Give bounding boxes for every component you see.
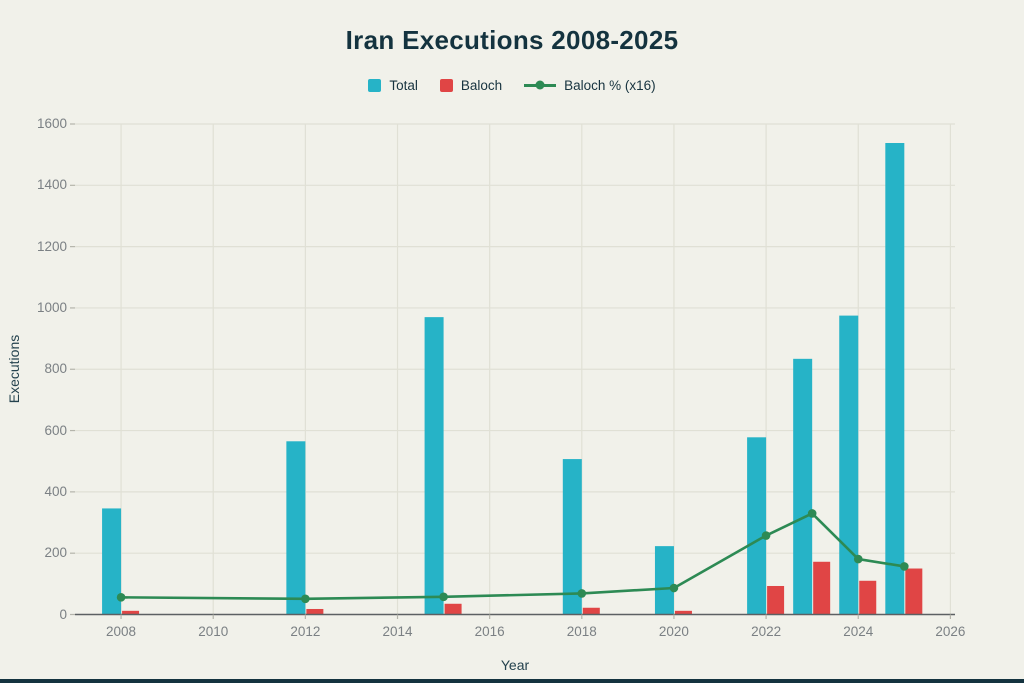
x-tick-label-2022: 2022 bbox=[751, 624, 782, 639]
bar-total-2020 bbox=[654, 546, 674, 615]
bar-baloch-2023 bbox=[813, 561, 831, 615]
chart-title: Iran Executions 2008-2025 bbox=[345, 25, 679, 55]
line-point-2022 bbox=[761, 531, 771, 540]
line-point-2023 bbox=[807, 509, 817, 518]
bar-total-2022 bbox=[747, 437, 767, 615]
y-tick-label-0: 0 bbox=[59, 606, 67, 622]
y-tick-label-400: 400 bbox=[44, 483, 67, 499]
bar-total-2018 bbox=[562, 459, 582, 615]
bar-baloch-2022 bbox=[767, 585, 785, 615]
line-point-2015 bbox=[439, 592, 448, 602]
bar-baloch-2008 bbox=[122, 610, 140, 615]
legend-swatch-icon bbox=[439, 78, 453, 92]
y-tick-label-1000: 1000 bbox=[36, 299, 67, 315]
chart-legend: Total Baloch Baloch % (x16) bbox=[0, 76, 1024, 94]
x-tick-label-2016: 2016 bbox=[474, 624, 505, 639]
x-tick-label-2014: 2014 bbox=[382, 624, 413, 639]
bottom-accent-bar bbox=[0, 679, 1024, 683]
x-tick-label-2026: 2026 bbox=[935, 624, 966, 639]
legend-line-dot-icon bbox=[535, 80, 545, 90]
bar-total-2012 bbox=[286, 441, 306, 615]
y-tick-label-200: 200 bbox=[44, 545, 67, 561]
bar-total-2008 bbox=[102, 508, 122, 615]
y-tick-label-1200: 1200 bbox=[36, 238, 67, 254]
y-tick-label-800: 800 bbox=[44, 361, 67, 377]
bar-baloch-2024 bbox=[859, 580, 877, 615]
legend-item-total: Total bbox=[368, 78, 418, 93]
x-tick-label-2010: 2010 bbox=[198, 624, 229, 639]
line-point-2012 bbox=[301, 594, 310, 604]
legend-label: Baloch bbox=[460, 77, 503, 93]
legend-swatch-icon bbox=[368, 78, 382, 92]
bar-total-2023 bbox=[793, 358, 813, 615]
legend-item-baloch-x16: Baloch % (x16) bbox=[524, 78, 656, 93]
y-tick-label-1400: 1400 bbox=[36, 177, 67, 193]
bar-baloch-2025 bbox=[905, 568, 923, 615]
line-point-2018 bbox=[577, 589, 587, 598]
line-point-2024 bbox=[853, 554, 863, 564]
legend-label: Baloch % (x16) bbox=[564, 77, 656, 93]
line-point-2025 bbox=[900, 562, 909, 571]
y-tick-label-1600: 1600 bbox=[36, 116, 67, 131]
bar-baloch-2015 bbox=[444, 603, 462, 615]
line-point-2020 bbox=[669, 583, 679, 593]
x-tick-label-2024: 2024 bbox=[843, 624, 874, 639]
x-tick-label-2018: 2018 bbox=[566, 624, 597, 639]
bar-baloch-2012 bbox=[306, 608, 324, 615]
bar-total-2025 bbox=[885, 143, 905, 615]
bar-baloch-2018 bbox=[582, 607, 600, 615]
y-axis-title: Executions bbox=[6, 334, 22, 404]
x-tick-label-2012: 2012 bbox=[290, 624, 321, 639]
y-tick-label-600: 600 bbox=[44, 422, 67, 438]
legend-item-baloch: Baloch bbox=[439, 77, 503, 93]
bar-baloch-2020 bbox=[674, 610, 692, 615]
bar-total-2015 bbox=[424, 317, 444, 615]
x-tick-label-2020: 2020 bbox=[658, 624, 689, 639]
bar-total-2024 bbox=[839, 315, 859, 615]
legend-label: Total bbox=[389, 77, 418, 93]
baloch-pct-line bbox=[121, 512, 905, 601]
legend-line-marker-icon bbox=[524, 80, 557, 90]
line-point-2008 bbox=[116, 593, 126, 602]
x-tick-label-2008: 2008 bbox=[106, 624, 137, 639]
x-axis-title: Year bbox=[500, 657, 530, 673]
